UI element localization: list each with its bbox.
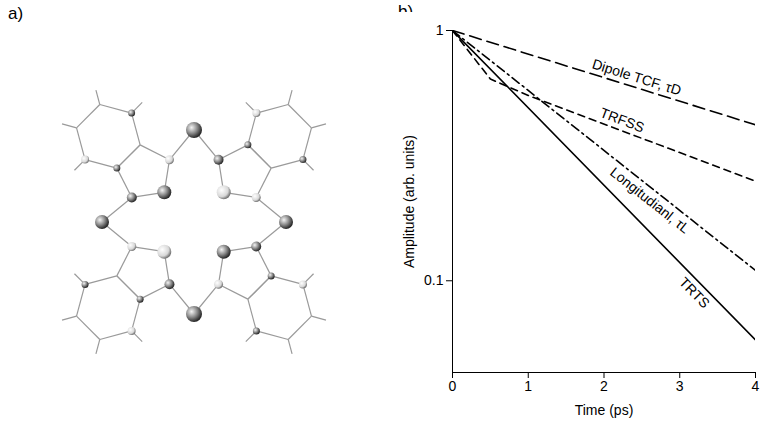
html-text:a): a) <box>8 4 24 23</box>
svg-text:Dipole TCF, τD: Dipole TCF, τD <box>590 56 683 99</box>
svg-text:1: 1 <box>436 22 444 38</box>
svg-text:Longitudianl, τL: Longitudianl, τL <box>607 164 693 237</box>
svg-text:Amplitude (arb. units): Amplitude (arb. units) <box>401 135 417 268</box>
svg-text:4: 4 <box>752 378 760 394</box>
svg-text:0.1: 0.1 <box>424 272 444 288</box>
svg-text:TRTS: TRTS <box>676 274 713 311</box>
svg-text:2: 2 <box>600 378 608 394</box>
svg-text:0: 0 <box>449 378 457 394</box>
svg-text:3: 3 <box>676 378 684 394</box>
html-text:b): b) <box>398 2 414 21</box>
svg-text:1: 1 <box>524 378 532 394</box>
svg-text:Time (ps): Time (ps) <box>575 402 634 418</box>
svg-text:TRFSS: TRFSS <box>598 104 647 135</box>
